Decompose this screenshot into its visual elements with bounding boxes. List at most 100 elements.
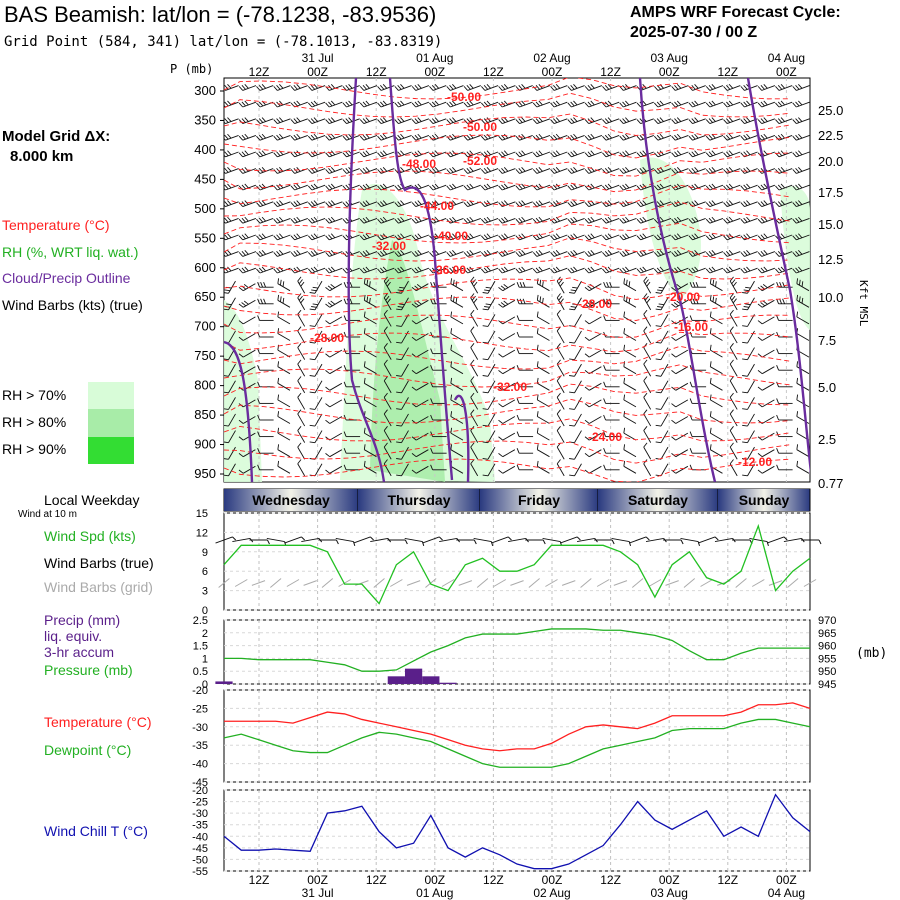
barb-shaft: [710, 399, 723, 408]
wind-barb: [359, 233, 378, 241]
barb-shaft: [692, 201, 706, 208]
barb-flag: [567, 86, 572, 91]
barb-flag: [363, 427, 366, 434]
barb-shaft: [470, 280, 479, 294]
barb-shaft: [243, 399, 256, 408]
barb-flag: [655, 441, 662, 444]
barb-shaft: [363, 101, 378, 108]
barb-shaft: [314, 413, 323, 427]
barb-flag: [604, 101, 610, 107]
wind-barb: [309, 380, 323, 394]
grid-barb-shaft: [493, 579, 507, 587]
wind-barb: [430, 431, 447, 438]
barb-flag: [307, 86, 313, 91]
barb-flag: [434, 133, 439, 139]
wind-tick-label: 12: [196, 527, 208, 539]
wind10m-barb-shaft: [766, 536, 785, 544]
barb-flag: [227, 133, 232, 139]
barb-flag: [256, 202, 261, 207]
barb-shaft: [329, 101, 343, 108]
wind-barb: [309, 314, 323, 327]
barb-flag: [277, 311, 280, 317]
barb-shaft: [747, 397, 755, 410]
wind-barb: [515, 266, 533, 274]
barb-flag: [671, 419, 677, 424]
barb-flag: [362, 134, 367, 140]
barb-flag: [397, 267, 402, 273]
wind-barb: [671, 465, 689, 474]
barb-flag: [503, 200, 509, 205]
barb-flag: [224, 101, 229, 107]
barb-flag: [297, 276, 302, 282]
wind-barb: [446, 167, 464, 174]
barb-flag: [643, 392, 648, 398]
barb-flag: [365, 200, 370, 205]
barb-flag: [757, 453, 763, 458]
barb-shaft: [450, 465, 464, 474]
barb-flag: [655, 424, 662, 427]
barb-shaft: [311, 201, 326, 208]
barb-flag: [573, 133, 578, 139]
temperature-label: -28.00: [578, 297, 612, 311]
wind-barb: [325, 133, 343, 141]
barb-shaft: [294, 201, 308, 208]
barb-flag: [342, 135, 347, 141]
barb-flag: [536, 311, 539, 317]
barb-flag: [469, 84, 474, 89]
wind-barb: [359, 84, 378, 91]
wind-barb: [257, 398, 274, 404]
wind-barb: [498, 449, 516, 458]
barb-shaft: [314, 380, 323, 394]
grid-barb: [218, 578, 230, 588]
barb-flag: [536, 328, 539, 334]
barb-flag: [723, 152, 728, 158]
chill-tick-label: -45: [192, 843, 208, 855]
barb-flag: [293, 217, 298, 223]
temperature-contour: [224, 152, 791, 177]
barb-flag: [411, 235, 417, 241]
barb-flag: [382, 183, 388, 189]
barb-flag: [498, 119, 503, 124]
barb-flag: [622, 118, 627, 123]
barb-flag: [258, 168, 264, 173]
barb-flag: [674, 118, 679, 123]
barb-flag: [417, 266, 422, 272]
barb-flag: [570, 151, 575, 157]
barb-shaft: [225, 118, 239, 125]
barb-shaft: [415, 101, 430, 108]
barb-shaft: [297, 463, 306, 477]
barb-flag: [655, 375, 662, 377]
barb-flag: [342, 152, 347, 158]
barb-flag: [446, 202, 451, 207]
barb-flag: [227, 200, 232, 205]
barb-flag: [325, 403, 331, 408]
temperature-contour: [224, 255, 791, 280]
barb-flag: [535, 267, 540, 273]
barb-flag: [400, 117, 405, 122]
barb-flag: [261, 233, 266, 239]
barb-flag: [282, 281, 285, 287]
wind-barb: [729, 392, 738, 410]
barb-flag: [732, 281, 737, 287]
barb-flag: [273, 119, 278, 124]
barb-shaft: [657, 267, 672, 274]
barb-shaft: [729, 297, 738, 311]
barb-flag: [619, 169, 624, 174]
barb-flag: [261, 117, 266, 122]
barb-flag: [430, 315, 434, 321]
top-hour-label: 00Z: [659, 65, 680, 79]
barb-flag: [656, 134, 662, 140]
wind-barb: [705, 183, 724, 191]
barb-flag: [377, 252, 382, 257]
barb-shaft: [726, 168, 741, 174]
wind-barb: [550, 133, 568, 141]
barb-shaft: [589, 283, 602, 292]
barb-flag: [224, 424, 229, 427]
barb-shaft: [623, 168, 637, 174]
barb-flag: [709, 361, 712, 367]
barb-flag: [590, 150, 595, 156]
barb-flag: [377, 268, 382, 274]
barb-flag: [416, 284, 422, 289]
barb-flag: [330, 117, 336, 122]
wind10m-barb: [680, 537, 700, 546]
